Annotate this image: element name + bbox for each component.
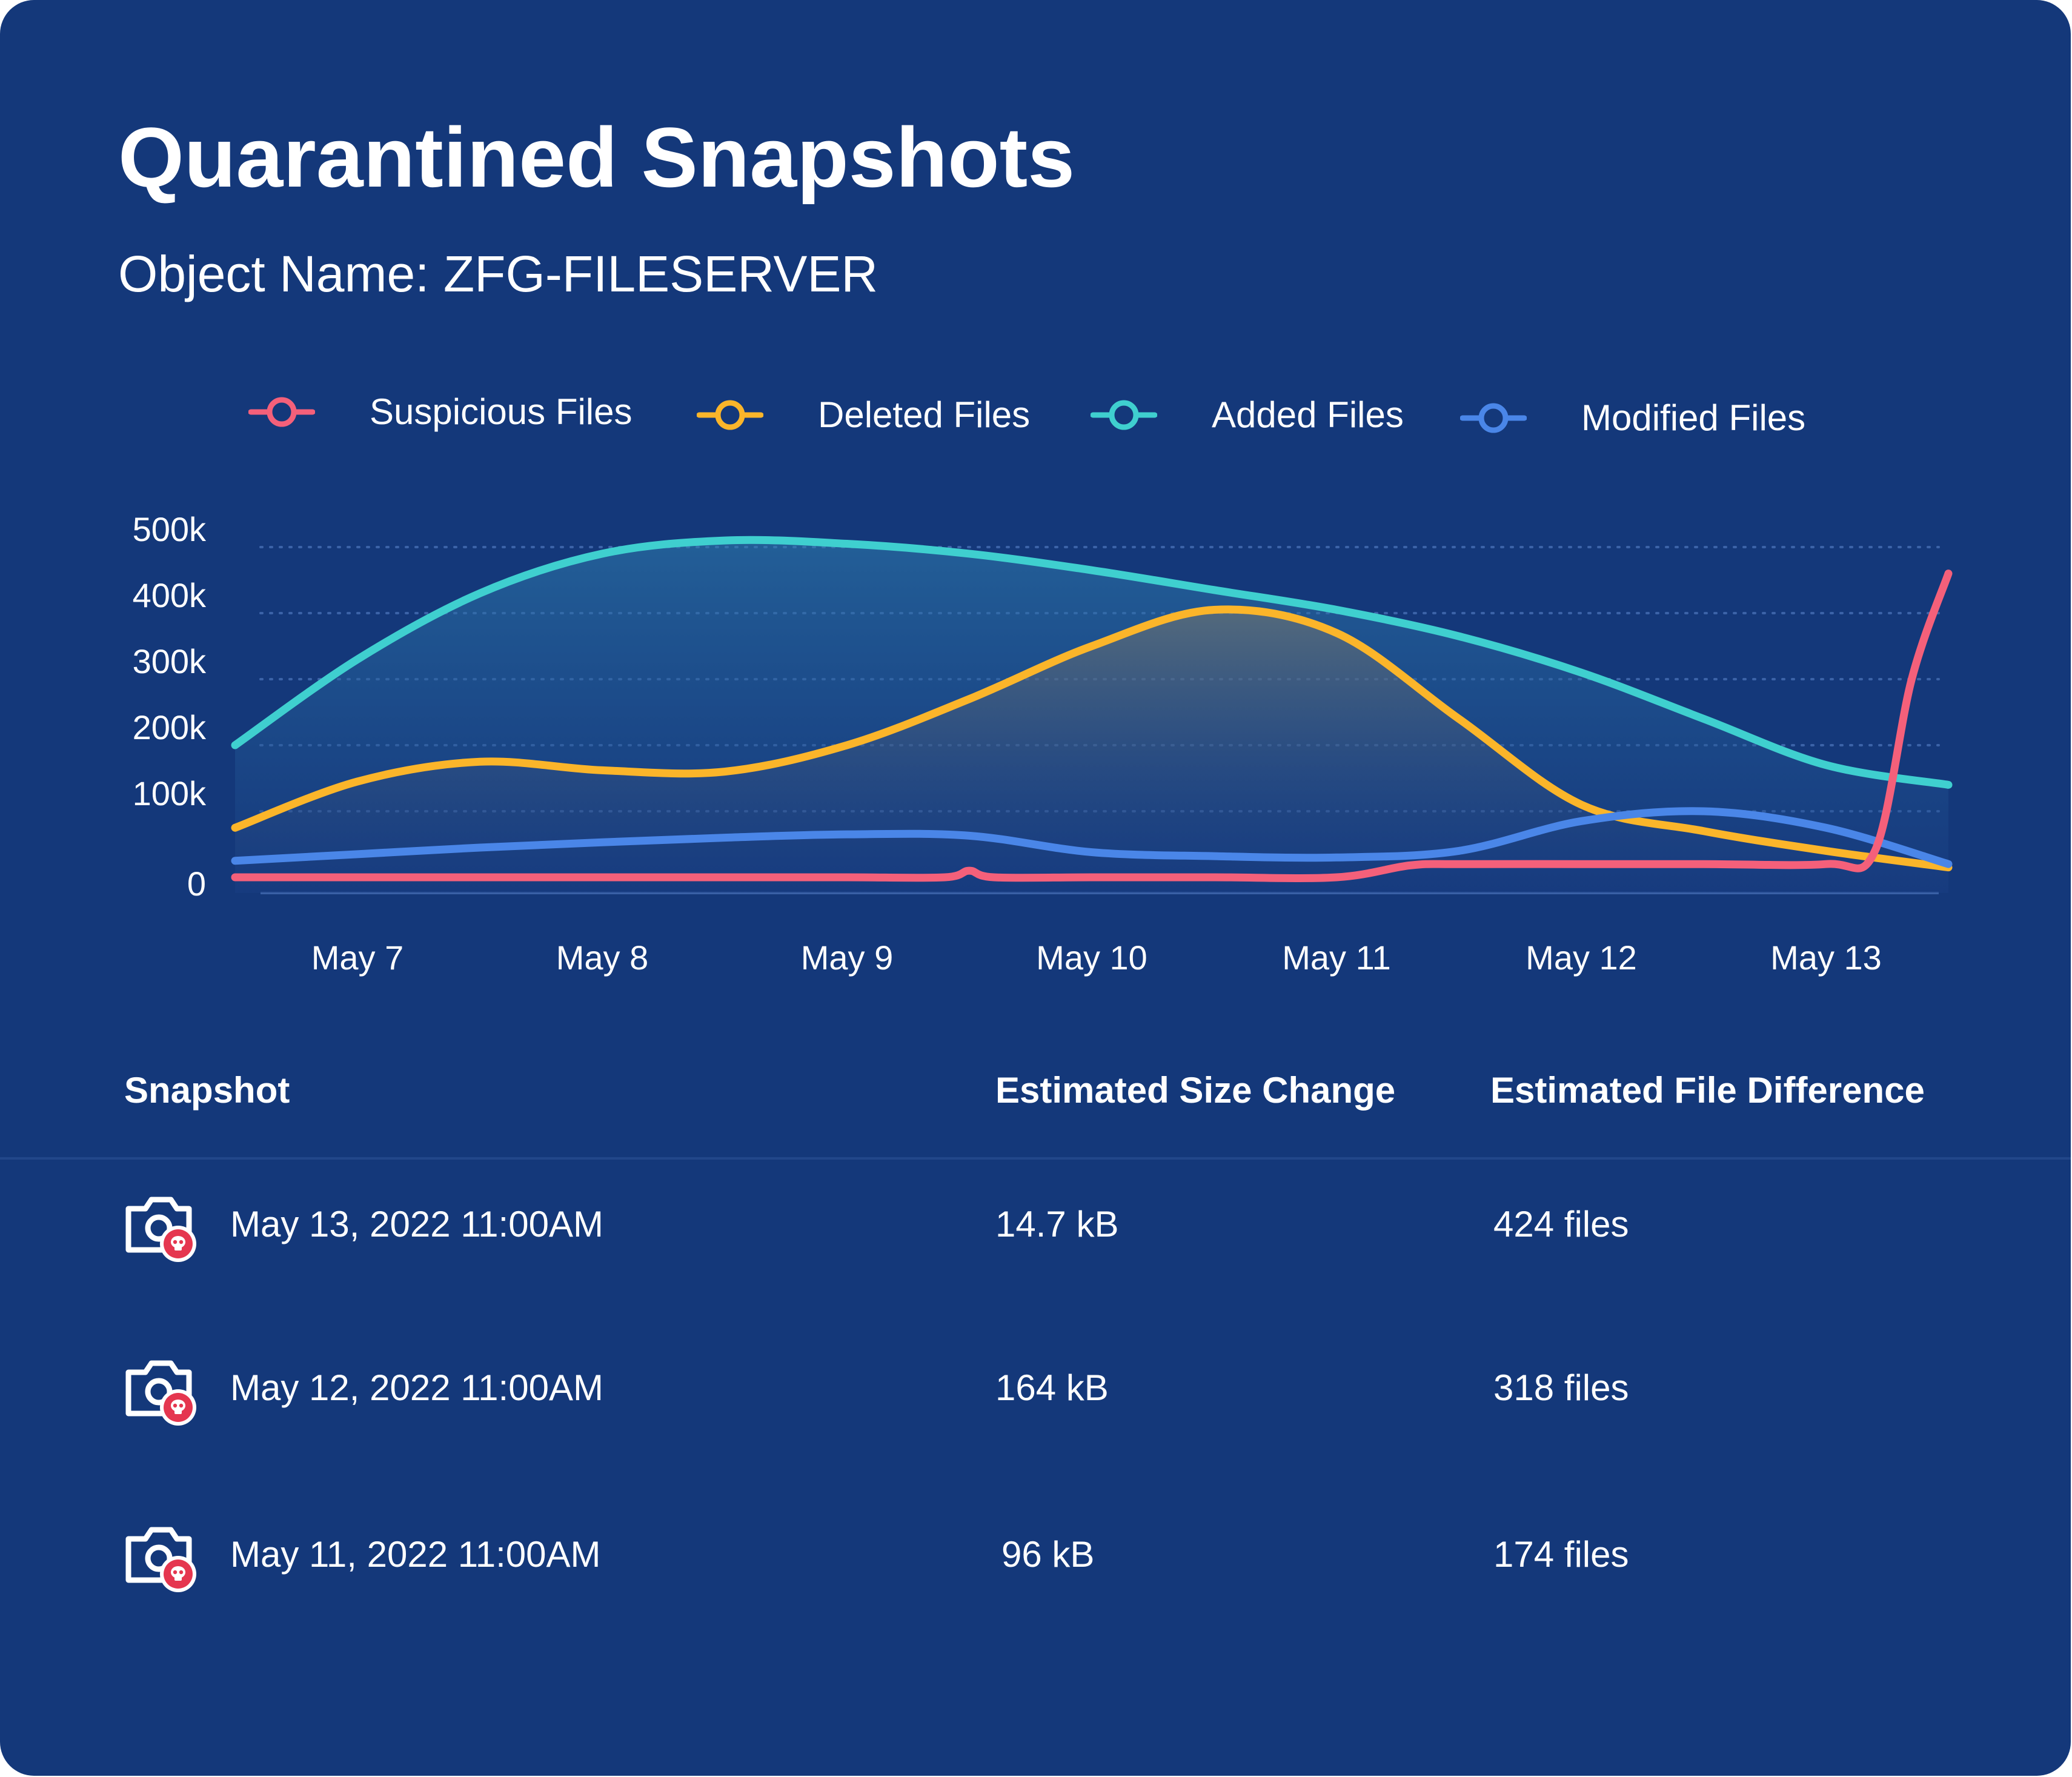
size-change-value: 96 kB bbox=[1001, 1534, 1095, 1575]
files-area-chart: 0 100k 200k 300k 400k 500k May 7 May 8 May 9 May … bbox=[133, 510, 1953, 977]
y-tick-label: 500k bbox=[133, 510, 207, 548]
page-title: Quarantined Snapshots bbox=[118, 110, 1075, 205]
quarantined-snapshot-icon bbox=[121, 1515, 200, 1593]
x-tick-label: May 10 bbox=[1036, 938, 1147, 977]
file-difference-value: 318 files bbox=[1493, 1367, 1629, 1408]
added-files-line bbox=[231, 536, 1953, 789]
snapshot-date: May 12, 2022 11:00AM bbox=[230, 1367, 603, 1408]
snapshot-date: May 11, 2022 11:00AM bbox=[230, 1534, 601, 1575]
legend-marker-icon bbox=[1091, 400, 1157, 430]
x-tick-label: May 13 bbox=[1770, 938, 1882, 977]
y-tick-label: 400k bbox=[133, 576, 207, 614]
table-divider bbox=[0, 1157, 2071, 1160]
size-change-value: 14.7 kB bbox=[995, 1204, 1119, 1244]
table-row[interactable]: May 12, 2022 11:00AM 164 kB 318 files bbox=[0, 1342, 2071, 1433]
legend-label: Suspicious Files bbox=[370, 391, 633, 432]
x-tick-label: May 12 bbox=[1526, 938, 1637, 977]
legend-item-suspicious[interactable]: Suspicious Files bbox=[248, 388, 633, 436]
table-row[interactable]: May 11, 2022 11:00AM 96 kB 174 files bbox=[0, 1509, 2071, 1599]
suspicious-files-line bbox=[231, 570, 1953, 882]
deleted-files-line bbox=[231, 605, 1953, 872]
file-difference-value: 424 files bbox=[1493, 1204, 1629, 1244]
legend-marker-icon bbox=[248, 397, 315, 427]
y-tick-label: 200k bbox=[133, 708, 207, 746]
legend-item-added[interactable]: Added Files bbox=[1091, 391, 1404, 439]
legend-item-deleted[interactable]: Deleted Files bbox=[697, 391, 1030, 439]
legend-label: Deleted Files bbox=[818, 394, 1031, 435]
x-tick-label: May 9 bbox=[801, 938, 894, 977]
column-header-snapshot[interactable]: Snapshot bbox=[124, 1070, 290, 1111]
table-row[interactable]: May 13, 2022 11:00AM 14.7 kB 424 files bbox=[0, 1178, 2071, 1269]
snapshot-date: May 13, 2022 11:00AM bbox=[230, 1204, 603, 1244]
modified-files-line bbox=[231, 807, 1953, 868]
column-header-size-change[interactable]: Estimated Size Change bbox=[995, 1070, 1396, 1111]
column-header-file-difference[interactable]: Estimated File Difference bbox=[1490, 1070, 1925, 1111]
chart-legend: Suspicious Files Deleted Files Added Fil… bbox=[0, 0, 2071, 485]
legend-label: Modified Files bbox=[1581, 397, 1806, 438]
object-name: Object Name: ZFG-FILESERVER bbox=[118, 245, 878, 302]
x-tick-label: May 7 bbox=[311, 938, 404, 977]
quarantined-snapshot-icon bbox=[121, 1348, 200, 1427]
x-tick-label: May 11 bbox=[1282, 938, 1390, 977]
legend-marker-icon bbox=[1460, 403, 1527, 433]
legend-item-modified[interactable]: Modified Files bbox=[1460, 394, 1805, 442]
x-tick-label: May 8 bbox=[556, 938, 649, 977]
quarantined-snapshot-icon bbox=[121, 1184, 200, 1263]
y-tick-label: 0 bbox=[187, 865, 206, 903]
legend-marker-icon bbox=[697, 400, 763, 430]
y-tick-label: 100k bbox=[133, 774, 207, 812]
legend-label: Added Files bbox=[1212, 394, 1404, 435]
file-difference-value: 174 files bbox=[1493, 1534, 1629, 1575]
y-tick-label: 300k bbox=[133, 642, 207, 680]
size-change-value: 164 kB bbox=[995, 1367, 1109, 1408]
deleted-files-area bbox=[235, 609, 1948, 893]
